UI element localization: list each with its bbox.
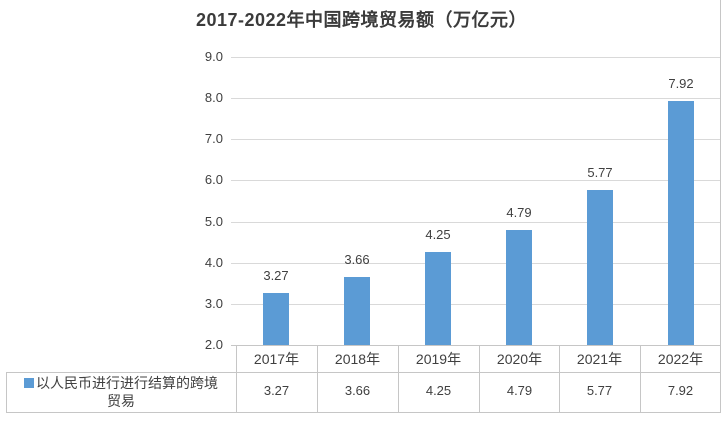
y-axis-tick-label: 9.0: [204, 49, 223, 64]
table-value-cell: 5.77: [586, 383, 613, 398]
chart-title: 2017-2022年中国跨境贸易额（万亿元）: [195, 10, 528, 30]
chart-right-border: [720, 0, 721, 413]
gridline: [231, 57, 721, 58]
legend-label-line2: 贸易: [107, 393, 135, 409]
legend-label-line1: 以人民币进行进行结算的跨境: [24, 374, 218, 392]
bar: [506, 230, 532, 345]
bar-data-label: 3.27: [263, 268, 289, 283]
bar-data-label: 4.79: [506, 205, 532, 220]
bar: [668, 101, 694, 345]
legend-color-swatch: [24, 378, 34, 388]
table-year-cell: 2021年: [576, 351, 623, 367]
y-axis-tick-label: 7.0: [204, 131, 223, 146]
y-axis-tick-label: 4.0: [204, 255, 223, 270]
table-value-cell: 7.92: [667, 383, 694, 398]
bar: [425, 252, 451, 345]
table-column-border: [317, 345, 318, 412]
table-column-border: [640, 345, 641, 412]
table-column-border: [559, 345, 560, 412]
table-value-cell: 4.25: [425, 383, 452, 398]
table-value-cell: 3.66: [344, 383, 371, 398]
gridline: [231, 180, 721, 181]
y-axis-tick-label: 6.0: [204, 172, 223, 187]
legend-key-cell: 以人民币进行进行结算的跨境贸易: [7, 373, 235, 411]
bar: [344, 277, 370, 345]
gridline: [231, 263, 721, 264]
gridline: [231, 222, 721, 223]
table-left-border: [6, 372, 7, 412]
table-bottom-border: [6, 412, 721, 413]
bar-data-label: 7.92: [668, 76, 694, 91]
bar-data-label: 3.66: [344, 252, 370, 267]
y-axis-tick-label: 8.0: [204, 90, 223, 105]
bar: [587, 190, 613, 345]
gridline: [231, 139, 721, 140]
table-year-cell: 2018年: [334, 351, 381, 367]
table-value-cell: 3.27: [263, 383, 290, 398]
table-year-cell: 2017年: [253, 351, 300, 367]
y-axis-tick-label: 2.0: [204, 337, 223, 352]
y-axis-tick-label: 3.0: [204, 296, 223, 311]
table-row-divider: [6, 372, 721, 373]
gridline: [231, 98, 721, 99]
table-year-cell: 2020年: [496, 351, 543, 367]
table-column-border: [398, 345, 399, 412]
table-year-cell: 2019年: [415, 351, 462, 367]
legend-label-text: 以人民币进行进行结算的跨境: [36, 375, 218, 391]
table-column-border: [236, 345, 237, 412]
gridline: [231, 304, 721, 305]
y-axis-tick-label: 5.0: [204, 214, 223, 229]
table-value-cell: 4.79: [506, 383, 533, 398]
bar-data-label: 5.77: [587, 165, 613, 180]
bar-data-label: 4.25: [425, 227, 451, 242]
table-column-border: [479, 345, 480, 412]
category-axis-line: [231, 345, 721, 346]
table-year-cell: 2022年: [657, 351, 704, 367]
bar: [263, 293, 289, 345]
